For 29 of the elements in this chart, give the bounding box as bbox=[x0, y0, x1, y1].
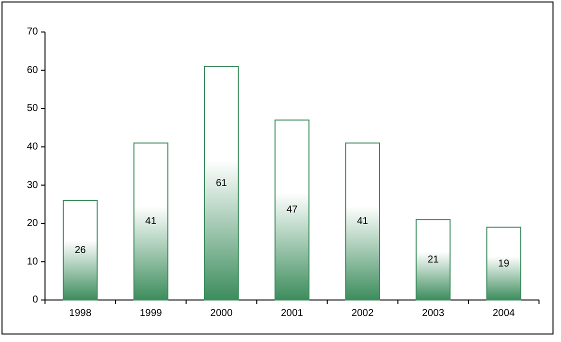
data-label: 47 bbox=[286, 204, 298, 216]
x-tick-label: 2002 bbox=[351, 308, 374, 319]
y-tick-label: 60 bbox=[26, 64, 38, 76]
data-label: 41 bbox=[145, 216, 157, 228]
y-tick-label: 40 bbox=[26, 142, 38, 152]
data-label: 21 bbox=[428, 254, 440, 266]
bar bbox=[62, 200, 98, 300]
bar bbox=[133, 142, 168, 300]
bar bbox=[486, 226, 522, 300]
x-tick-label: 1999 bbox=[140, 308, 162, 319]
data-label: 26 bbox=[74, 244, 86, 256]
y-tick-label: 0 bbox=[32, 294, 38, 306]
y-tick-label: 50 bbox=[26, 103, 38, 114]
bar bbox=[345, 142, 380, 300]
bar bbox=[204, 66, 239, 300]
x-tick-label: 2003 bbox=[422, 308, 445, 319]
y-tick-label: 70 bbox=[26, 26, 38, 38]
y-tick-label: 30 bbox=[26, 180, 38, 191]
data-label: 19 bbox=[498, 258, 510, 270]
data-label: 41 bbox=[357, 216, 369, 228]
x-tick-label: 2000 bbox=[210, 308, 233, 319]
x-tick-label: 2004 bbox=[492, 308, 516, 319]
x-tick-label: 1998 bbox=[69, 308, 92, 319]
data-label: 61 bbox=[216, 178, 228, 189]
bar bbox=[274, 120, 310, 300]
x-tick-label: 2001 bbox=[280, 308, 304, 319]
y-tick-label: 10 bbox=[26, 256, 38, 268]
y-tick-label: 20 bbox=[26, 218, 38, 230]
bar bbox=[416, 219, 451, 300]
